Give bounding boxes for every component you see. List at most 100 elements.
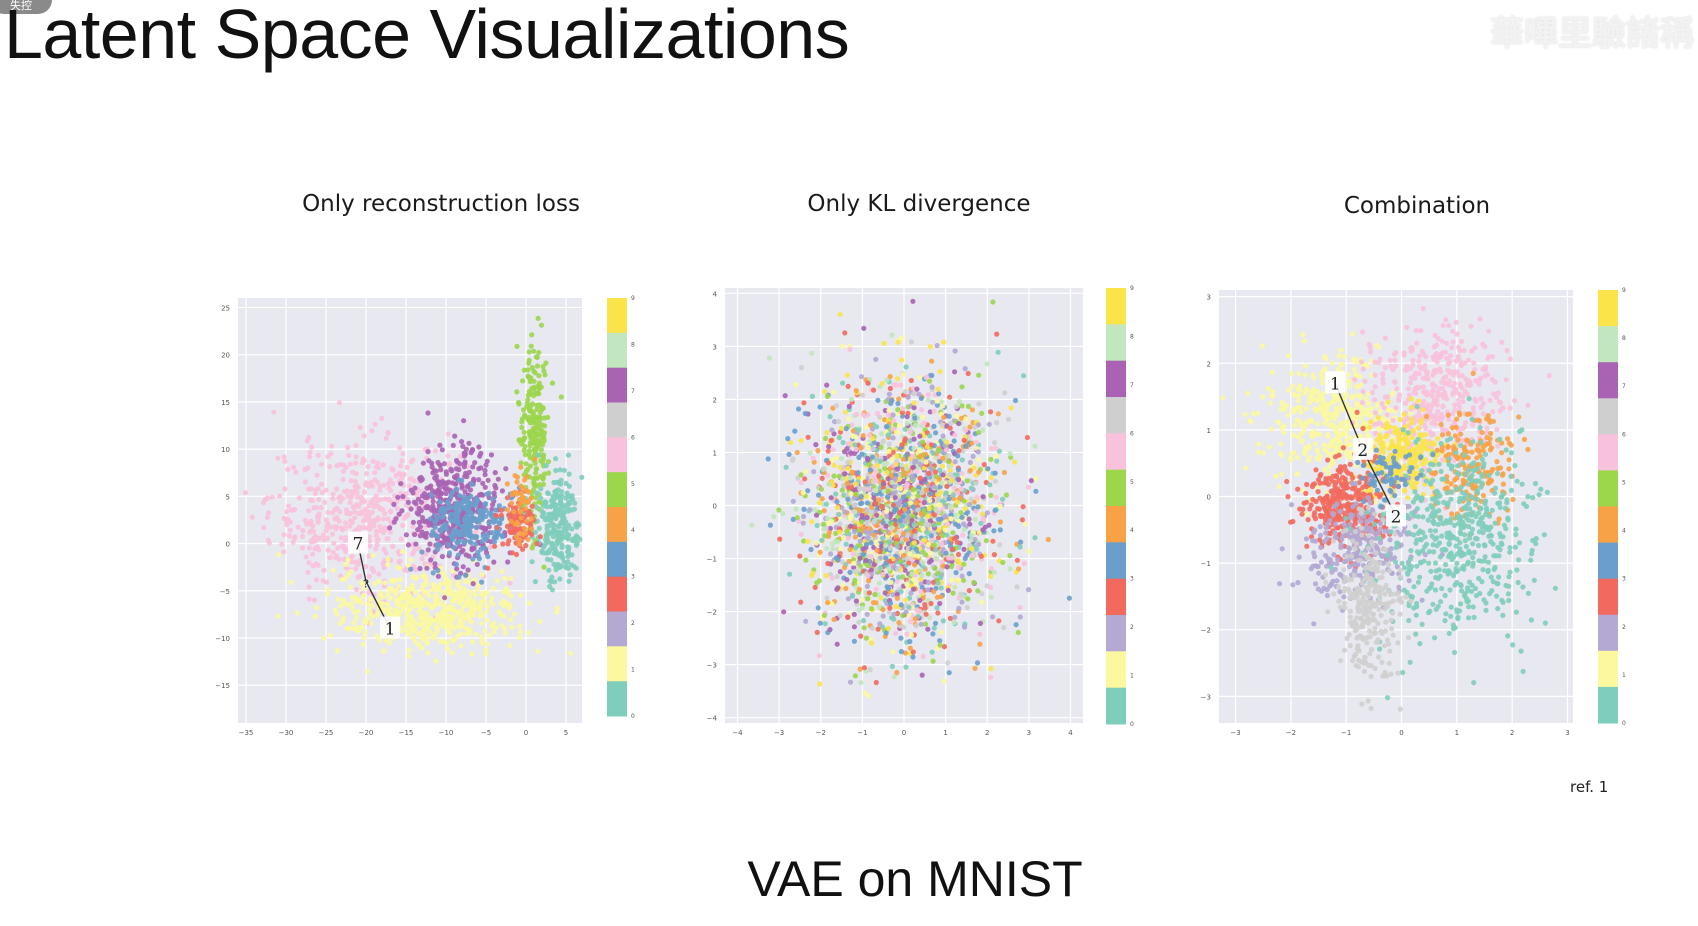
data-point xyxy=(368,620,375,627)
data-point xyxy=(455,633,461,639)
data-point xyxy=(864,508,870,514)
data-point xyxy=(419,628,425,635)
data-point xyxy=(502,630,508,636)
data-point xyxy=(332,607,338,613)
data-point xyxy=(911,522,917,528)
data-point xyxy=(456,467,462,473)
data-point xyxy=(435,546,441,553)
data-point xyxy=(947,394,953,400)
data-point xyxy=(882,455,888,461)
data-point xyxy=(369,613,375,620)
data-point xyxy=(935,610,941,616)
data-point xyxy=(819,537,825,543)
y-tick-label: 2 xyxy=(713,396,717,404)
data-point xyxy=(1013,622,1019,628)
data-point xyxy=(381,648,387,654)
data-point xyxy=(987,482,993,488)
data-point xyxy=(481,590,487,596)
data-point xyxy=(972,424,978,430)
data-point xyxy=(977,641,983,647)
data-point xyxy=(404,464,410,470)
data-point xyxy=(837,311,843,317)
data-point xyxy=(937,368,943,375)
data-point xyxy=(919,407,925,413)
data-point xyxy=(388,508,394,514)
data-point xyxy=(385,481,391,487)
data-point xyxy=(1289,370,1295,376)
data-point xyxy=(443,471,449,477)
data-point xyxy=(527,463,534,469)
data-point xyxy=(557,576,563,582)
data-point xyxy=(306,545,312,551)
x-tick-label: −30 xyxy=(279,729,294,737)
data-point xyxy=(467,516,473,522)
data-point xyxy=(425,547,431,553)
data-point xyxy=(813,540,820,546)
data-point xyxy=(918,621,924,627)
data-point xyxy=(874,541,880,547)
data-point xyxy=(959,384,965,390)
data-point xyxy=(357,424,363,431)
data-point xyxy=(522,505,529,511)
colorbar-segment xyxy=(1106,615,1126,652)
data-point xyxy=(448,494,454,500)
data-point xyxy=(514,519,520,526)
data-point xyxy=(396,559,402,565)
data-point xyxy=(800,513,807,520)
data-point xyxy=(873,469,879,475)
data-point xyxy=(504,523,510,530)
data-point xyxy=(511,509,517,515)
data-point xyxy=(381,565,387,571)
data-point xyxy=(951,485,957,491)
colorbar-segment xyxy=(1106,397,1126,434)
data-point xyxy=(811,459,817,465)
data-point xyxy=(416,511,422,517)
slide-title: Latent Space Visualizations xyxy=(4,0,850,73)
data-point xyxy=(944,483,950,489)
recording-badge: 失控 xyxy=(0,0,52,14)
data-point xyxy=(478,513,484,519)
data-point xyxy=(503,466,509,472)
data-point xyxy=(485,477,491,483)
data-point xyxy=(480,533,486,539)
data-point xyxy=(536,525,542,532)
data-point xyxy=(1007,451,1013,457)
data-point xyxy=(975,449,982,455)
data-point xyxy=(568,650,574,656)
data-point xyxy=(366,503,372,509)
data-point xyxy=(894,376,901,382)
data-point xyxy=(532,370,538,376)
data-point xyxy=(907,645,913,651)
data-point xyxy=(531,378,537,384)
data-point xyxy=(868,553,874,560)
data-point xyxy=(856,619,862,625)
data-point xyxy=(907,638,913,645)
data-point xyxy=(387,497,393,503)
data-point xyxy=(520,378,526,384)
data-point xyxy=(880,520,886,526)
data-point xyxy=(419,529,425,535)
y-tick-label: −2 xyxy=(1201,627,1211,635)
data-point xyxy=(464,611,470,617)
data-point xyxy=(969,553,975,559)
data-point xyxy=(470,556,476,562)
data-point xyxy=(926,579,932,586)
data-point xyxy=(1026,548,1032,554)
data-point xyxy=(425,589,431,595)
data-point xyxy=(1000,496,1006,502)
x-tick-label: −3 xyxy=(1230,729,1240,737)
data-point xyxy=(860,551,866,558)
data-point xyxy=(798,531,804,538)
data-point xyxy=(873,679,879,686)
data-point xyxy=(380,482,387,488)
data-point xyxy=(527,391,533,397)
data-point xyxy=(325,587,331,593)
data-point xyxy=(959,471,965,477)
data-point xyxy=(881,340,887,346)
data-point xyxy=(425,505,431,511)
data-point xyxy=(934,343,940,349)
data-point xyxy=(857,538,863,544)
data-point xyxy=(389,466,395,472)
data-point xyxy=(433,512,439,518)
data-point xyxy=(941,414,947,420)
